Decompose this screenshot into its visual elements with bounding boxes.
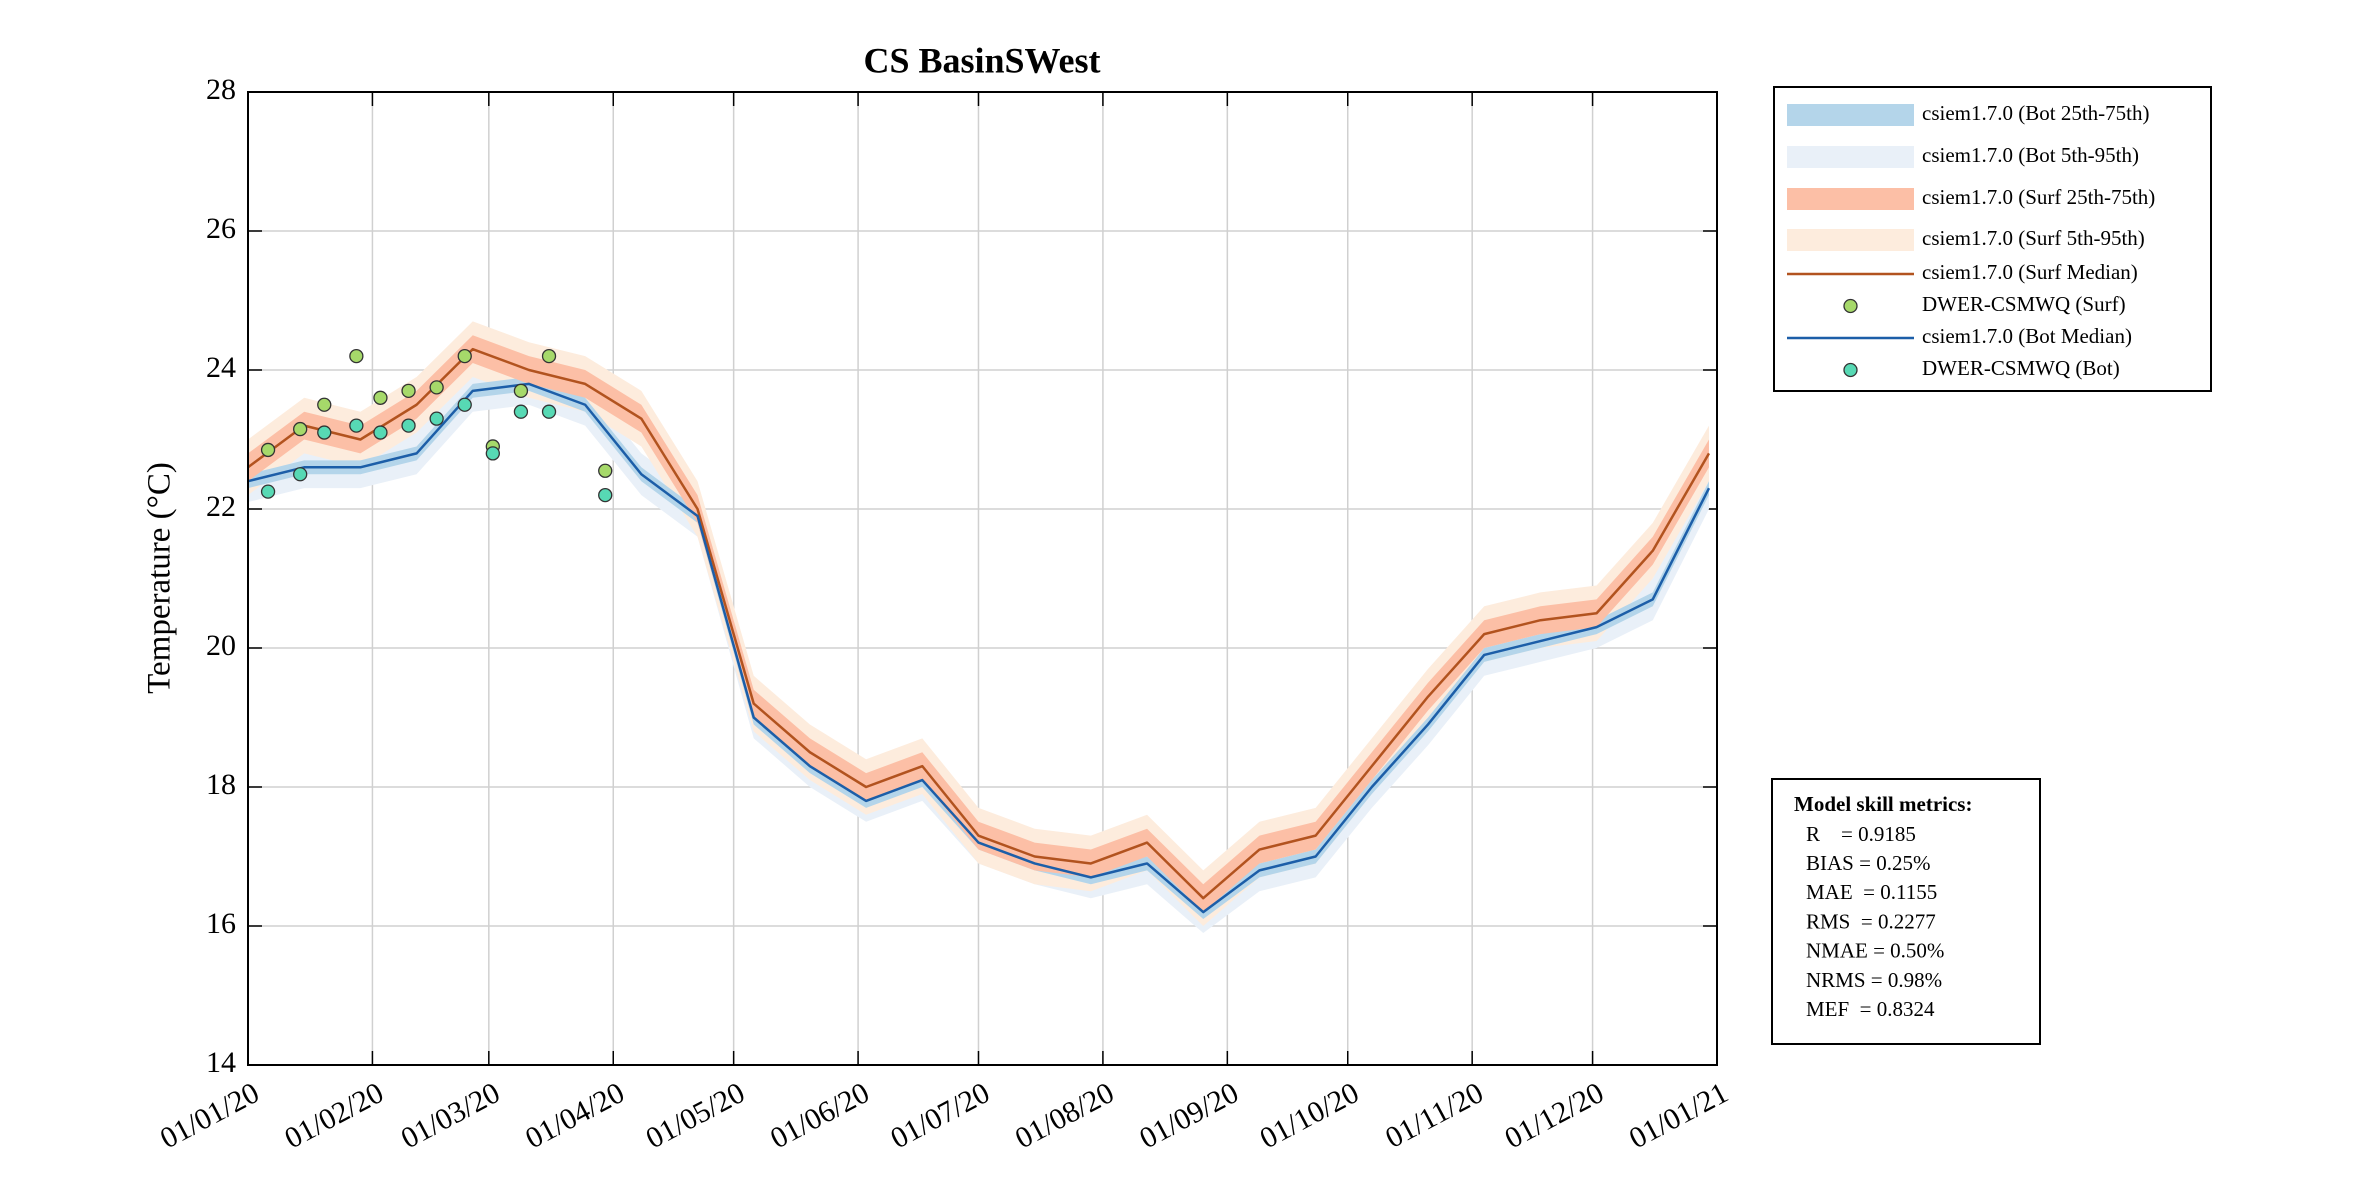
marker [541,348,557,364]
legend-swatch [1787,188,1914,210]
marker [513,383,529,399]
legend-label: DWER-CSMWQ (Bot) [1922,356,2120,380]
legend-label: csiem1.7.0 (Surf 5th-95th) [1922,226,2145,250]
x-tick-label: 01/06/20 [765,1076,875,1155]
x-tick-label: 01/05/20 [640,1076,750,1155]
y-tick-label: 18 [206,768,236,801]
marker [349,348,364,364]
marker [293,467,308,482]
x-tick-label: 01/01/20 [155,1076,265,1155]
y-tick-label: 24 [206,351,236,384]
marker [401,383,416,399]
marker [598,487,613,503]
legend-swatch [1787,104,1914,126]
metric: NMAE = 0.50% [1806,939,1944,963]
marker [373,390,388,405]
legend-swatch [1843,298,1858,314]
legend-label: csiem1.7.0 (Bot Median) [1922,324,2132,348]
marker [513,404,529,419]
line [247,382,1711,914]
legend-label: csiem1.7.0 (Bot 5th-95th) [1922,143,2139,167]
marker [317,425,332,440]
x-tick-label: 01/11/20 [1380,1076,1489,1155]
legend-swatch [1787,146,1914,168]
y-tick-label: 14 [206,1046,236,1079]
metric: RMS = 0.2277 [1806,909,1936,933]
metric: NRMS = 0.98% [1806,968,1942,992]
x-tick-label: 01/10/20 [1255,1076,1365,1155]
marker [317,397,332,412]
marker [457,348,472,364]
chart-title: CS BasinSWest [863,40,1100,80]
y-tick-label: 26 [206,212,236,245]
legend-label: DWER-CSMWQ (Surf) [1922,292,2126,316]
marker [541,404,557,419]
line [247,347,1711,900]
y-axis-label: Temperature (°C) [142,462,178,694]
plot-background [248,92,1717,1065]
metric: R = 0.9185 [1806,822,1916,846]
marker [373,425,388,440]
y-tick-label: 20 [206,629,236,662]
marker [293,421,308,437]
marker [598,463,613,478]
marker [401,418,416,433]
marker [429,411,444,426]
legend-label: csiem1.7.0 (Bot 25th-75th) [1922,101,2149,125]
legend-label: csiem1.7.0 (Surf Median) [1922,260,2138,284]
legend-swatch [1787,229,1914,251]
x-tick-label: 01/07/20 [885,1076,995,1155]
legend-label: csiem1.7.0 (Surf 25th-75th) [1922,185,2155,209]
metric: MAE = 0.1155 [1806,880,1937,904]
y-tick-label: 16 [206,907,236,940]
band [248,321,1709,927]
metric: MEF = 0.8324 [1806,997,1935,1021]
plot-frame [247,91,1718,1066]
x-tick-label: 01/09/20 [1134,1076,1244,1155]
marker [260,484,276,499]
marker [457,397,472,412]
y-tick-label: 28 [206,73,236,106]
marker [349,418,364,433]
metrics-title: Model skill metrics: [1794,792,1972,816]
x-tick-label: 01/04/20 [520,1076,630,1155]
metric: BIAS = 0.25% [1806,851,1930,875]
x-tick-label: 01/08/20 [1010,1076,1120,1155]
marker [260,442,276,458]
x-tick-label: 01/03/20 [396,1076,506,1155]
marker [485,446,500,461]
y-tick-label: 22 [206,490,236,523]
x-tick-label: 01/12/20 [1499,1076,1609,1155]
legend-swatch [1843,362,1858,378]
x-tick-label: 01/02/20 [279,1076,389,1155]
metrics-box [1771,778,2041,1045]
x-tick-label: 01/01/21 [1624,1076,1734,1155]
marker [429,380,444,395]
